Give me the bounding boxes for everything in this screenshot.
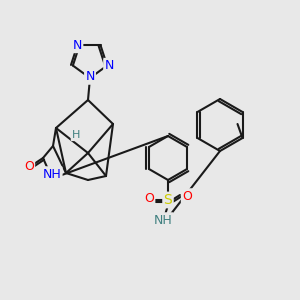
- Text: S: S: [164, 193, 172, 207]
- Text: O: O: [182, 190, 192, 202]
- Text: O: O: [144, 193, 154, 206]
- Text: N: N: [104, 59, 114, 72]
- Text: N: N: [85, 70, 95, 83]
- Text: O: O: [24, 160, 34, 172]
- Text: N: N: [73, 39, 82, 52]
- Text: NH: NH: [154, 214, 172, 226]
- Text: H: H: [72, 130, 80, 140]
- Text: NH: NH: [43, 167, 61, 181]
